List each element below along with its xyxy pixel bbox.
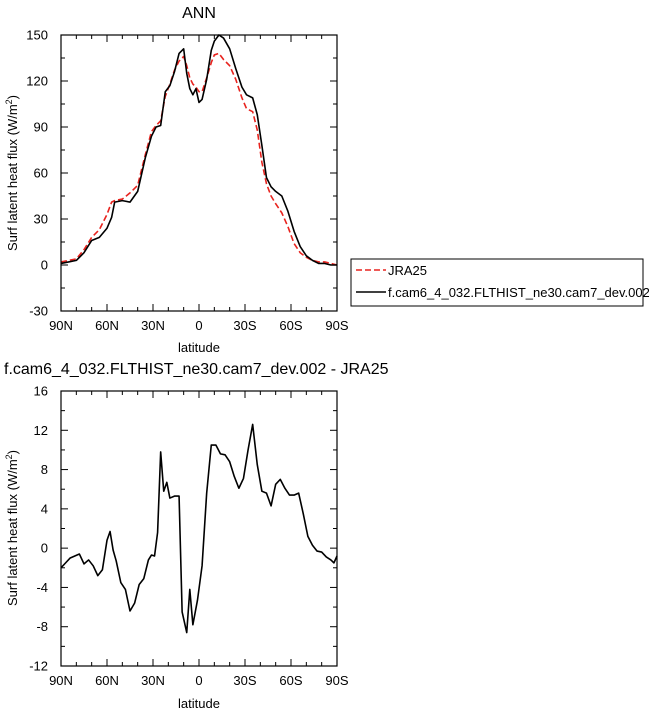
bottom-chart-xtick-label: 90N [49, 673, 73, 688]
top-chart-ytick-label: 30 [34, 212, 48, 227]
top-chart-ytick-label: 60 [34, 166, 48, 181]
top-chart-ytick-label: 0 [41, 258, 48, 273]
top-chart-ytick-label: -30 [29, 304, 48, 319]
bottom-chart-frame [60, 390, 338, 667]
top-chart-xtick-label: 30N [141, 318, 165, 333]
bottom-chart-ytick-label: 0 [41, 541, 48, 556]
bottom-chart-xtick-label: 0 [195, 673, 202, 688]
top-chart-xtick-label: 30S [233, 318, 256, 333]
bottom-chart-xlabel: latitude [178, 696, 220, 711]
bottom-chart-ylabel: Surf latent heat flux (W/m2) [4, 450, 20, 606]
bottom-chart-series [60, 423, 338, 634]
bottom-chart-xtick-label: 30N [141, 673, 165, 688]
top-chart-ylabel: Surf latent heat flux (W/m2) [4, 95, 20, 251]
bottom-chart-xtick-label: 60N [95, 673, 119, 688]
top-chart-xtick-label: 90N [49, 318, 73, 333]
legend-label-model: f.cam6_4_032.FLTHIST_ne30.cam7_dev.002 [388, 285, 649, 300]
top-chart-ytick-label: 90 [34, 120, 48, 135]
legend-box [350, 258, 644, 307]
top-chart-title: ANN [182, 5, 216, 22]
top-chart-xtick-label: 90S [325, 318, 348, 333]
top-chart: ANN 90N 60N 30N 0 30S 60S 90S-300306090120150 … [4, 5, 349, 355]
bottom-chart-xtick-label: 30S [233, 673, 256, 688]
bottom-chart-ytick-label: 12 [34, 423, 48, 438]
top-chart-series-line-0 [60, 52, 338, 266]
top-chart-series [60, 34, 338, 266]
bottom-chart-title: f.cam6_4_032.FLTHIST_ne30.cam7_dev.002 -… [4, 361, 389, 378]
top-chart-series-line-1 [60, 34, 337, 266]
top-chart-xlabel: latitude [178, 340, 220, 355]
top-chart-ticks: 90N 60N 30N 0 30S 60S 90S -30 0 30 60 90 120 150 [26, 28, 349, 334]
bottom-chart-ytick-label: 8 [41, 462, 48, 477]
bottom-chart-ytick-label: -12 [29, 659, 48, 674]
top-chart-frame [60, 34, 338, 312]
bottom-chart-ytick-label: -8 [36, 619, 48, 634]
top-chart-xtick-label: 60S [279, 318, 302, 333]
legend: JRA25 f.cam6_4_032.FLTHIST_ne30.cam7_dev… [350, 258, 649, 307]
bottom-chart-xtick-label: 60S [279, 673, 302, 688]
bottom-chart-ytick-label: 4 [41, 501, 48, 516]
bottom-chart-series-line-0 [60, 423, 338, 634]
top-chart-xtick-label: 60N [95, 318, 119, 333]
top-chart-xtick-label: 0 [195, 318, 202, 333]
bottom-chart-ytick-label: -4 [36, 580, 48, 595]
top-chart-ytick-label: 150 [26, 28, 48, 43]
bottom-chart: f.cam6_4_032.FLTHIST_ne30.cam7_dev.002 -… [4, 361, 389, 711]
bottom-chart-ticks: 90N 60N 30N 0 30S 60S 90S -12 -8 -4 0 4 8 12 16 [29, 384, 349, 689]
legend-label-jra25: JRA25 [388, 263, 427, 278]
bottom-chart-xtick-label: 90S [325, 673, 348, 688]
top-chart-ytick-label: 120 [26, 74, 48, 89]
bottom-chart-ytick-label: 16 [34, 384, 48, 399]
